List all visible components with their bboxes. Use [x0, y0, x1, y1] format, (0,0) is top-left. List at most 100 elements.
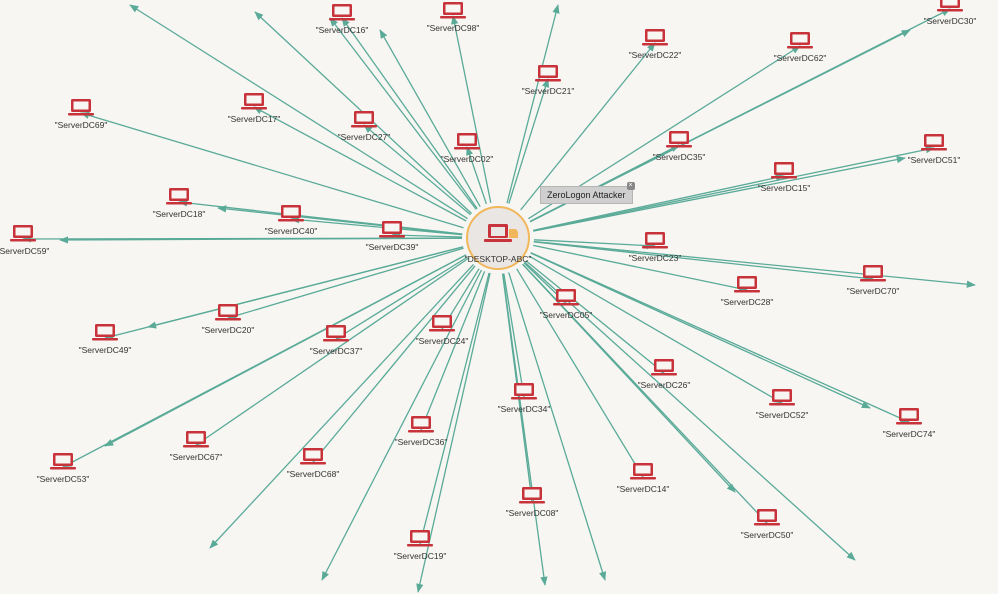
node-serverdc15[interactable]: "ServerDC15"	[758, 162, 811, 193]
edge-extra-15[interactable]	[59, 236, 463, 244]
edge-serverdc20[interactable]	[227, 247, 464, 320]
edge-serverdc98[interactable]	[451, 15, 492, 203]
node-serverdc70[interactable]: "ServerDC70"	[847, 265, 900, 296]
edge-extra-16[interactable]	[147, 246, 464, 329]
center-node[interactable]: "DESKTOP-ABC"	[465, 206, 532, 270]
edge-serverdc27[interactable]	[363, 124, 471, 216]
edge-serverdc67[interactable]	[195, 257, 469, 446]
edge-extra-14[interactable]	[508, 272, 607, 581]
edge-serverdc51[interactable]	[533, 146, 935, 232]
node-serverdc02[interactable]: "ServerDC02"	[441, 133, 494, 164]
edge-extra-7[interactable]	[524, 261, 856, 561]
edge-serverdc02[interactable]	[466, 146, 488, 205]
node-serverdc14[interactable]: "ServerDC14"	[617, 463, 670, 494]
edge-extra-19[interactable]	[379, 29, 481, 208]
node-serverdc53[interactable]: "ServerDC53"	[37, 453, 90, 484]
edge-serverdc19[interactable]	[418, 272, 490, 545]
node-label: "ServerDC59"	[0, 246, 49, 256]
edge-serverdc17[interactable]	[253, 106, 467, 222]
edge-extra-17[interactable]	[217, 205, 463, 235]
edge-serverdc40[interactable]	[290, 216, 463, 236]
node-serverdc49[interactable]: "ServerDC49"	[79, 324, 132, 355]
node-serverdc51[interactable]: "ServerDC51"	[908, 134, 961, 165]
laptop-icon	[642, 232, 668, 249]
edge-extra-2[interactable]	[329, 17, 477, 210]
node-serverdc26[interactable]: "ServerDC26"	[638, 359, 691, 390]
laptop-icon	[92, 324, 118, 341]
edge-serverdc69[interactable]	[80, 111, 464, 229]
edge-serverdc36[interactable]	[420, 271, 486, 431]
laptop-icon	[754, 509, 780, 526]
node-serverdc23[interactable]: "ServerDC23"	[629, 232, 682, 263]
laptop-icon	[68, 99, 94, 116]
laptop-icon	[771, 162, 797, 179]
edge-extra-12[interactable]	[416, 272, 491, 593]
nodes-layer: "ServerDC16" "ServerDC98" "ServerDC22" "Ser…	[0, 0, 976, 561]
edge-extra-11[interactable]	[321, 269, 483, 581]
edge-serverdc34[interactable]	[503, 273, 527, 398]
node-label: "ServerDC05"	[540, 310, 593, 320]
node-serverdc59[interactable]: "ServerDC59"	[0, 225, 49, 256]
edge-serverdc23[interactable]	[533, 239, 656, 250]
edge-serverdc37[interactable]	[335, 256, 468, 340]
edge-serverdc68[interactable]	[312, 265, 476, 463]
node-serverdc24[interactable]: "ServerDC24"	[416, 315, 469, 346]
edge-serverdc28[interactable]	[533, 244, 748, 292]
laptop-icon	[278, 205, 304, 222]
node-serverdc98[interactable]: "ServerDC98"	[427, 2, 480, 33]
edge-extra-18[interactable]	[533, 156, 906, 232]
node-serverdc22[interactable]: "ServerDC22"	[629, 29, 682, 60]
node-label: "ServerDC35"	[653, 152, 706, 162]
edge-serverdc22[interactable]	[520, 42, 656, 211]
node-serverdc37[interactable]: "ServerDC37"	[310, 325, 363, 356]
node-serverdc62[interactable]: "ServerDC62"	[774, 32, 827, 63]
node-label: "ServerDC16"	[316, 25, 369, 35]
edge-extra-5[interactable]	[533, 240, 976, 288]
edge-serverdc16[interactable]	[341, 17, 478, 209]
node-serverdc68[interactable]: "ServerDC68"	[287, 448, 340, 479]
laptop-icon	[329, 4, 355, 21]
node-serverdc36[interactable]: "ServerDC36"	[395, 416, 448, 447]
node-serverdc34[interactable]: "ServerDC34"	[498, 383, 551, 414]
edge-serverdc74[interactable]	[530, 252, 910, 423]
node-serverdc08[interactable]: "ServerDC08"	[506, 487, 559, 518]
edge-extra-3[interactable]	[506, 4, 560, 204]
node-serverdc17[interactable]: "ServerDC17"	[228, 93, 281, 124]
edge-extra-8[interactable]	[522, 263, 736, 493]
node-serverdc67[interactable]: "ServerDC67"	[170, 431, 223, 462]
laptop-icon	[630, 463, 656, 480]
laptop-icon	[651, 359, 677, 376]
edge-serverdc21[interactable]	[508, 78, 550, 204]
edge-extra-9[interactable]	[104, 254, 467, 447]
node-serverdc74[interactable]: "ServerDC74"	[883, 408, 936, 439]
note-icon	[509, 229, 518, 238]
node-serverdc69[interactable]: "ServerDC69"	[55, 99, 108, 130]
node-serverdc20[interactable]: "ServerDC20"	[202, 304, 255, 335]
node-serverdc39[interactable]: "ServerDC39"	[366, 221, 419, 252]
close-icon[interactable]: ×	[626, 182, 635, 190]
node-serverdc05[interactable]: "ServerDC05"	[540, 289, 593, 320]
node-serverdc21[interactable]: "ServerDC21"	[522, 65, 575, 96]
node-label: "ServerDC02"	[441, 154, 494, 164]
node-serverdc27[interactable]: "ServerDC27"	[338, 111, 391, 142]
node-serverdc18[interactable]: "ServerDC18"	[153, 188, 206, 219]
node-serverdc30[interactable]: "ServerDC30"	[924, 0, 977, 26]
edge-serverdc15[interactable]	[533, 174, 785, 232]
node-serverdc16[interactable]: "ServerDC16"	[316, 4, 369, 35]
edge-serverdc70[interactable]	[533, 241, 874, 282]
edge-serverdc52[interactable]	[528, 255, 783, 404]
node-serverdc28[interactable]: "ServerDC28"	[721, 276, 774, 307]
edge-extra-10[interactable]	[209, 263, 474, 549]
node-serverdc50[interactable]: "ServerDC50"	[741, 509, 794, 540]
edge-serverdc26[interactable]	[525, 260, 665, 374]
node-serverdc52[interactable]: "ServerDC52"	[756, 389, 809, 420]
edge-serverdc14[interactable]	[516, 268, 644, 478]
node-serverdc40[interactable]: "ServerDC40"	[265, 205, 318, 236]
edge-extra-0[interactable]	[129, 4, 468, 220]
node-label: "ServerDC52"	[756, 410, 809, 420]
node-serverdc19[interactable]: "ServerDC19"	[394, 530, 447, 561]
edge-extra-6[interactable]	[530, 252, 871, 409]
node-serverdc35[interactable]: "ServerDC35"	[653, 131, 706, 162]
edge-extra-13[interactable]	[502, 273, 548, 586]
